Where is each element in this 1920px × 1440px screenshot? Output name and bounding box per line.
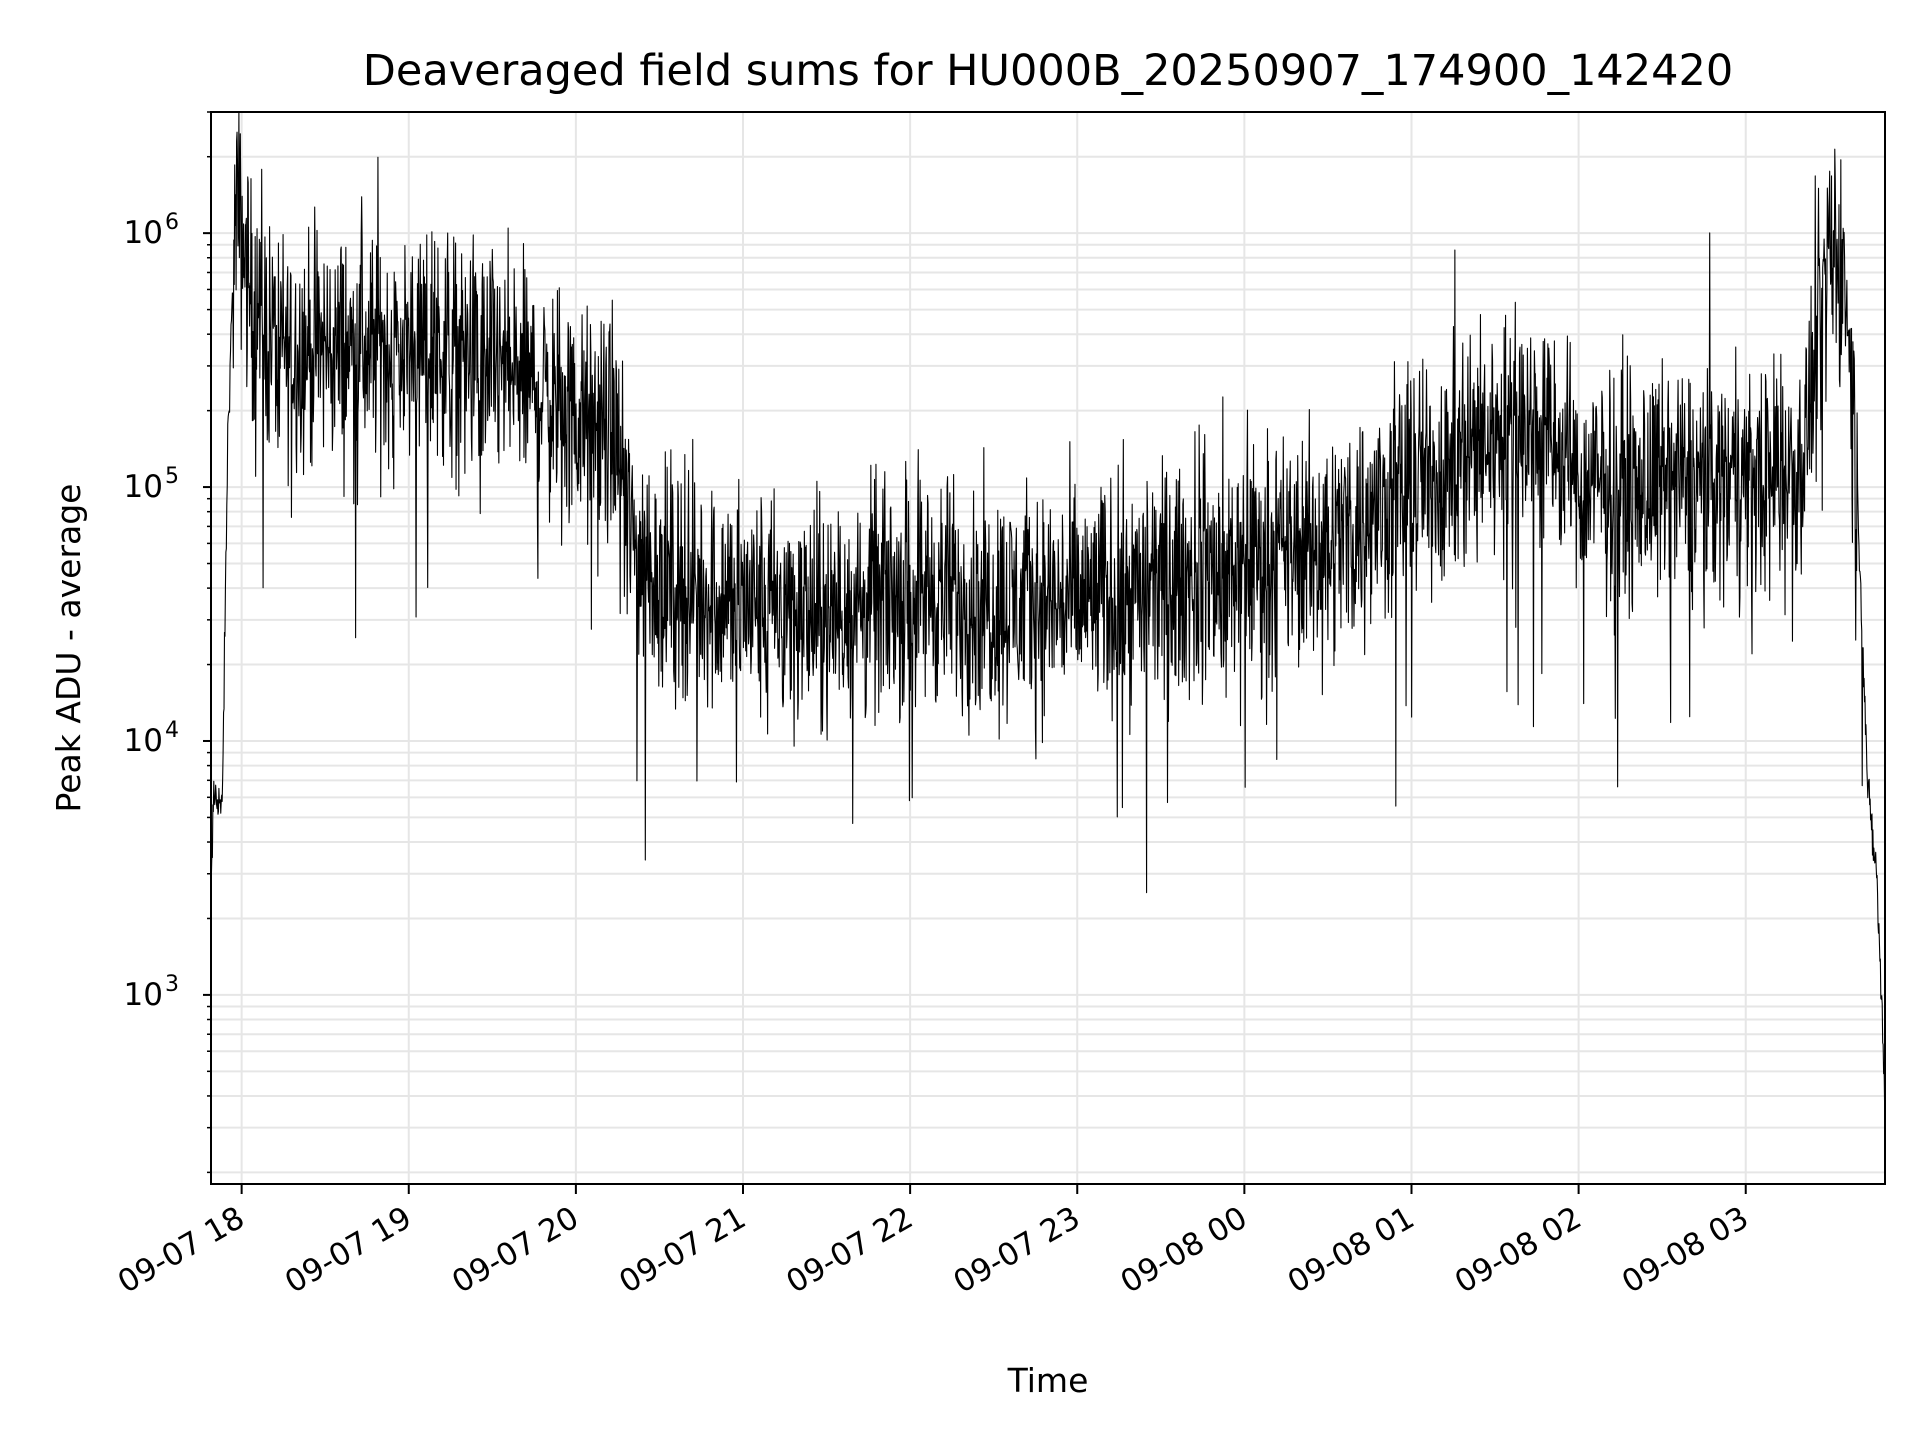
plot-frame: [210, 111, 1886, 1185]
y-tick-label: 10: [124, 215, 163, 251]
y-tick-exponent: 5: [165, 464, 179, 489]
y-tick-base: 10: [124, 469, 163, 505]
y-tick-exponent: 4: [165, 718, 179, 743]
y-tick-base: 10: [124, 215, 163, 251]
y-axis-label: Peak ADU - average: [49, 484, 88, 813]
y-tick-exponent: 6: [165, 210, 179, 235]
chart-title: Deaveraged field sums for HU000B_2025090…: [363, 46, 1733, 96]
x-axis-label: Time: [1007, 1361, 1089, 1400]
y-tick-label: 10: [124, 977, 163, 1013]
series-layer: [210, 111, 1886, 1102]
y-tick-base: 10: [124, 977, 163, 1013]
y-tick-label: 10: [124, 723, 163, 759]
y-tick-label: 10: [124, 469, 163, 505]
y-tick-base: 10: [124, 723, 163, 759]
series-line: [210, 111, 1886, 1102]
y-tick-exponent: 3: [165, 972, 179, 997]
